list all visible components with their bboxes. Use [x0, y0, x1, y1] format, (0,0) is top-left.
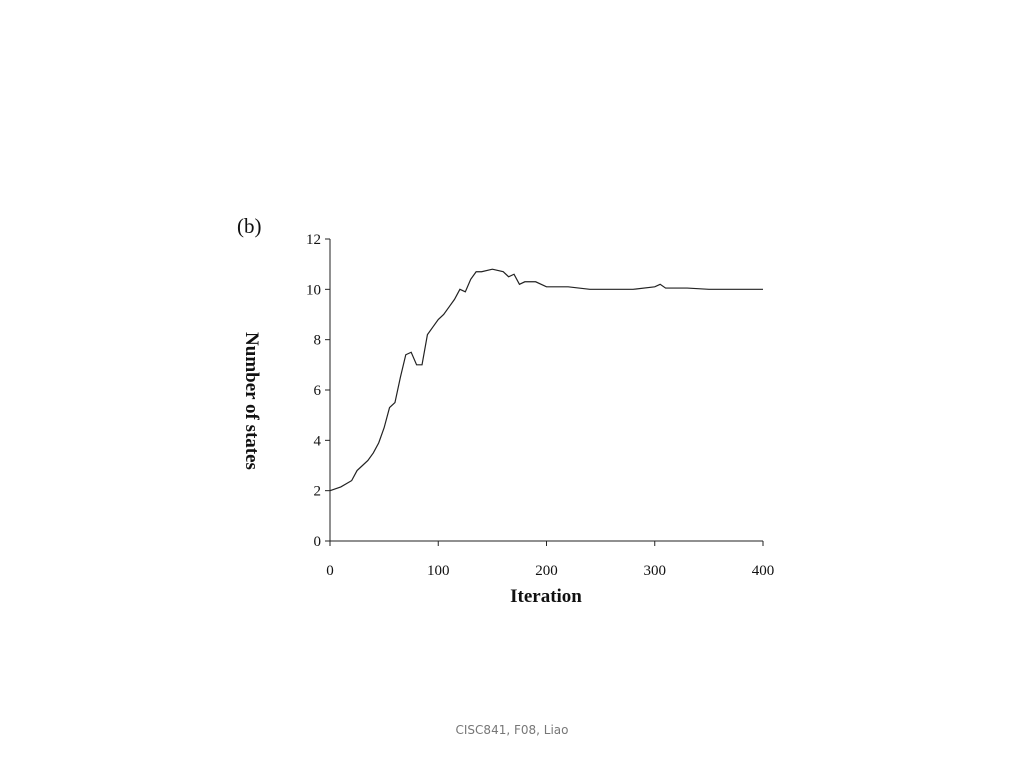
x-tick-label: 400 [752, 563, 775, 579]
y-tick-label: 8 [314, 333, 322, 349]
y-tick-label: 2 [314, 484, 322, 500]
data-line [329, 268, 763, 492]
panel-label: (b) [237, 214, 262, 238]
x-tick-label: 100 [427, 563, 450, 579]
x-tick-label: 200 [535, 563, 558, 579]
y-tick-label: 10 [306, 282, 321, 298]
y-tick-label: 12 [306, 232, 321, 248]
x-tick-label: 0 [326, 563, 334, 579]
x-axis-label: Iteration [510, 586, 582, 607]
x-tick-label: 300 [644, 563, 667, 579]
footer: CISC841, F08, Liao [455, 723, 569, 737]
y-tick-label: 0 [314, 534, 322, 550]
y-tick-label: 4 [314, 433, 322, 449]
y-tick-label: 6 [314, 383, 322, 399]
y-axis-label: Number of states [241, 332, 262, 470]
